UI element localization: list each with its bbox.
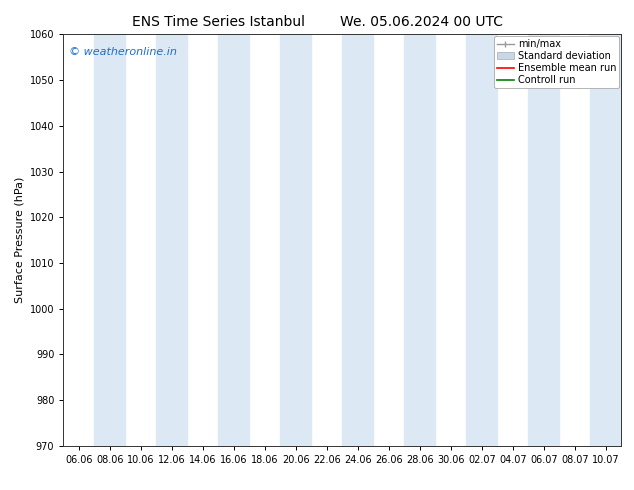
Bar [157,34,188,446]
Text: ENS Time Series Istanbul        We. 05.06.2024 00 UTC: ENS Time Series Istanbul We. 05.06.2024 … [131,15,503,29]
Text: © weatheronline.in: © weatheronline.in [69,47,177,57]
Legend: min/max, Standard deviation, Ensemble mean run, Controll run: min/max, Standard deviation, Ensemble me… [494,36,619,88]
Bar [528,34,559,446]
Bar [342,34,373,446]
Bar [467,34,497,446]
Bar [404,34,436,446]
Bar [218,34,249,446]
Bar [280,34,311,446]
Bar [590,34,621,446]
Bar [94,34,126,446]
Y-axis label: Surface Pressure (hPa): Surface Pressure (hPa) [14,177,24,303]
